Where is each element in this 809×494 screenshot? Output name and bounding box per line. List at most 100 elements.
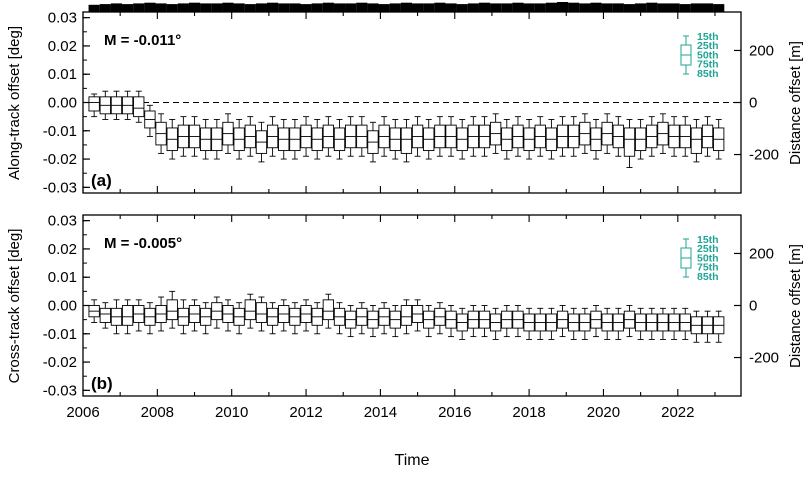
- y-tick-label: -0.03: [43, 179, 77, 196]
- box-iqr: [400, 127, 413, 154]
- panel-b-boxes: [88, 290, 725, 343]
- x-tick-label: 2008: [141, 404, 174, 421]
- count-bar: [378, 4, 390, 12]
- x-tick-label: 2016: [438, 404, 471, 421]
- count-bar: [110, 3, 123, 13]
- y-tick-label: -0.03: [43, 382, 77, 399]
- count-bar: [99, 4, 111, 12]
- count-bar: [367, 3, 379, 13]
- count-bar: [501, 3, 513, 13]
- count-bar: [233, 3, 245, 13]
- count-bar: [445, 3, 457, 13]
- y-tick-label: 0.02: [48, 38, 77, 55]
- legend-label: 50th: [697, 49, 719, 61]
- legend-label: 15th: [697, 234, 719, 246]
- y2-tick-label: 0: [749, 298, 757, 315]
- count-bar: [623, 4, 636, 12]
- count-bar: [635, 3, 647, 13]
- y-tick-label: 0.03: [48, 213, 77, 230]
- legend-label: 50th: [697, 252, 719, 264]
- count-bar: [278, 3, 290, 13]
- x-tick-label: 2020: [587, 404, 620, 421]
- y-tick-label: -0.01: [43, 123, 77, 140]
- panel-a-ticks: 0.03 0.02 0.01 0.00 -0.01 -0.02 -0.03 200 0 -200: [43, 10, 779, 197]
- y2-tick-label: -200: [749, 147, 779, 164]
- count-bar: [434, 2, 446, 12]
- legend-label: 85th: [697, 271, 719, 283]
- box-iqr: [690, 127, 703, 154]
- y-tick-label: 0.03: [48, 10, 77, 27]
- count-bar: [713, 4, 725, 12]
- count-bar: [300, 4, 312, 12]
- count-bar: [612, 3, 624, 13]
- count-bar: [333, 3, 346, 13]
- count-bar: [456, 4, 468, 12]
- y-tick-label: -0.02: [43, 354, 77, 371]
- count-bar: [534, 3, 546, 13]
- count-bar: [255, 3, 268, 13]
- count-bar: [322, 2, 334, 12]
- legend-label: 85th: [697, 68, 719, 80]
- x-tick-label: 2012: [289, 404, 322, 421]
- count-bar: [679, 4, 691, 12]
- count-bar: [423, 3, 435, 13]
- y-tick-label: 0.01: [48, 269, 77, 286]
- box-iqr: [121, 305, 134, 326]
- y-tick-label: 0.00: [48, 95, 77, 112]
- y-tick-label: -0.02: [43, 151, 77, 168]
- count-bar: [122, 4, 134, 12]
- panel-a-boxes: [88, 90, 725, 168]
- x-tick-label: 2022: [661, 404, 694, 421]
- panel-a-y2label: Distance offset [m]: [787, 41, 804, 165]
- box-iqr: [623, 127, 636, 157]
- panel-b-y2label: Distance offset [m]: [787, 244, 804, 368]
- panel-b-label: (b): [91, 374, 113, 393]
- count-bar: [144, 2, 156, 12]
- y-tick-label: 0.00: [48, 298, 77, 315]
- box-iqr: [400, 305, 413, 326]
- y2-tick-label: 0: [749, 95, 757, 112]
- y-tick-label: 0.01: [48, 66, 77, 83]
- x-tick-label: 2018: [512, 404, 545, 421]
- count-bar: [244, 4, 256, 12]
- box-iqr: [133, 96, 145, 118]
- x-tick-label: 2010: [215, 404, 248, 421]
- count-bar: [222, 2, 234, 12]
- count-bar: [166, 4, 178, 12]
- panel-a-count-bars: [88, 2, 725, 13]
- box-iqr: [255, 302, 268, 323]
- count-bar: [523, 3, 535, 13]
- count-bar: [467, 3, 479, 13]
- legend-label: 75th: [697, 262, 719, 274]
- panel-b-ticks: 0.03 0.02 0.01 0.00 -0.01 -0.02 -0.03 200 0 -200 2…: [43, 213, 779, 421]
- count-bar: [545, 2, 558, 12]
- count-bar: [512, 2, 524, 12]
- y-tick-label: 0.02: [48, 241, 77, 258]
- box-iqr: [244, 299, 256, 321]
- count-bar: [646, 2, 658, 12]
- count-bar: [478, 2, 491, 12]
- count-bar: [88, 4, 100, 12]
- panel-b-ylabel: Cross-track offset [deg]: [6, 229, 23, 384]
- count-bar: [568, 2, 580, 12]
- count-bar: [411, 3, 424, 13]
- panel-a-ylabel: Along-track offset [deg]: [6, 26, 23, 180]
- count-bar: [345, 3, 357, 13]
- y-tick-label: -0.01: [43, 326, 77, 343]
- panel-b-annotation: M = -0.005°: [104, 235, 182, 252]
- count-bar: [400, 2, 413, 12]
- x-tick-label: 2006: [66, 404, 99, 421]
- count-bar: [579, 3, 591, 13]
- x-tick-label: 2014: [364, 404, 397, 421]
- count-bar: [133, 3, 145, 13]
- y2-tick-label: 200: [749, 42, 774, 59]
- count-bar: [701, 3, 714, 13]
- legend-label: 75th: [697, 59, 719, 71]
- count-bar: [601, 3, 613, 13]
- count-bar: [490, 3, 502, 13]
- box-iqr: [88, 96, 100, 112]
- panel-a-annotation: M = -0.011°: [104, 32, 181, 49]
